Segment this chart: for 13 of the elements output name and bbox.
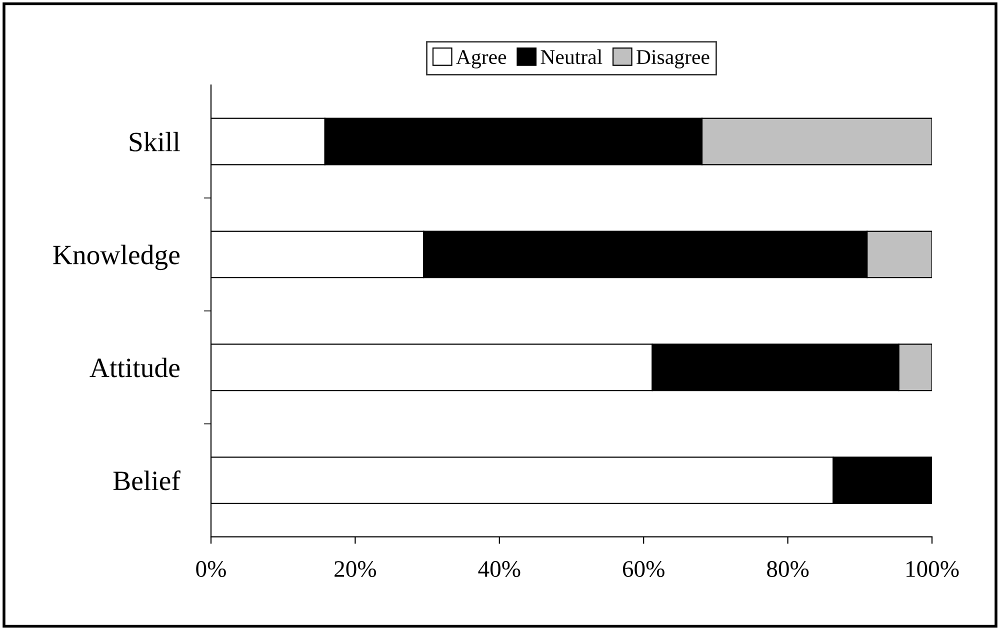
y-tick-label: Skill (130, 132, 180, 152)
x-tick-label: 0% (196, 561, 226, 578)
y-tick-label: Attitude (90, 358, 180, 378)
x-tick-label: 80% (767, 561, 809, 578)
y-tick-label: Belief (113, 470, 180, 490)
legend-label: Agree (456, 50, 506, 68)
x-tick-label: 100% (906, 561, 959, 578)
x-tick-label: 20% (334, 561, 376, 578)
legend-label: Disagree (636, 50, 710, 68)
x-tick-label: 60% (622, 561, 664, 578)
legend-label: Neutral (540, 49, 602, 64)
y-tick-label: Knowledge (53, 244, 180, 270)
x-tick-label: 40% (478, 561, 520, 578)
